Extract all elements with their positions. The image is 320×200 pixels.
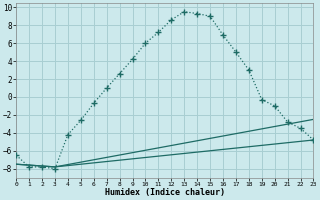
X-axis label: Humidex (Indice chaleur): Humidex (Indice chaleur) [105, 188, 225, 197]
